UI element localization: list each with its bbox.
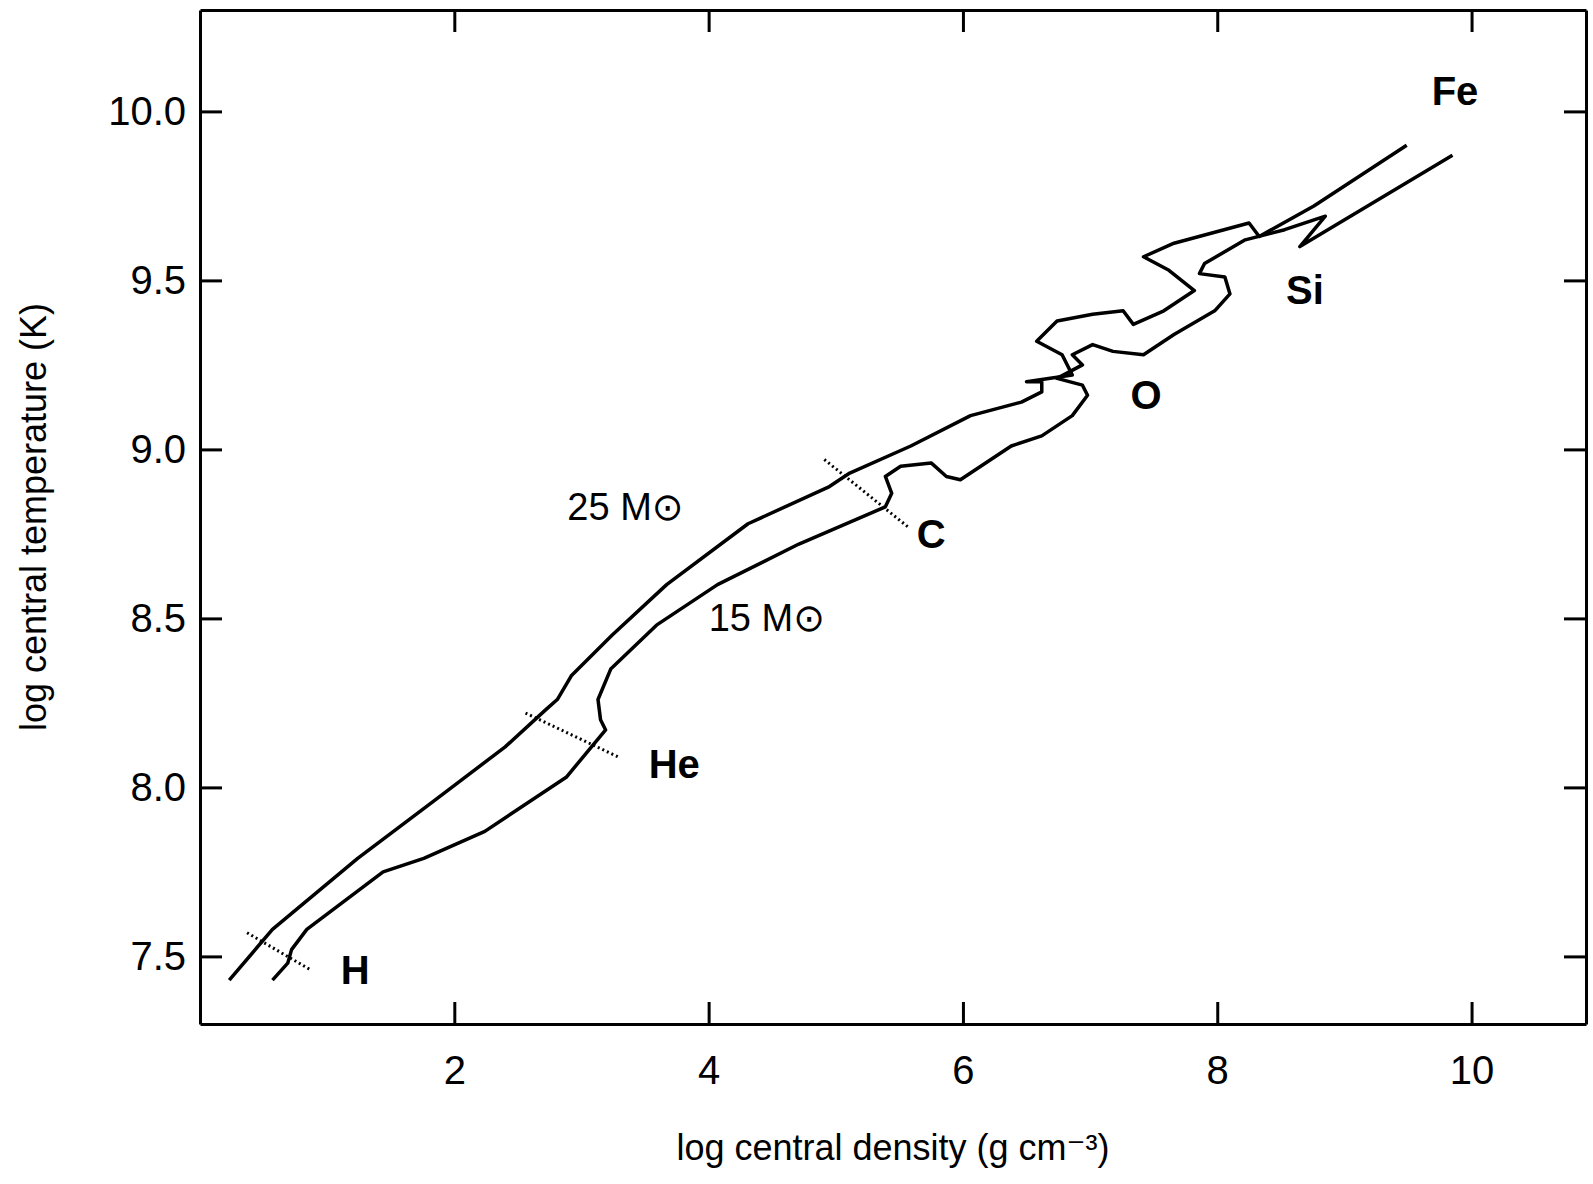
tick-mark [453, 10, 456, 32]
tick-label: 6 [952, 1048, 974, 1092]
axis-line [201, 9, 1587, 12]
tick [1564, 111, 1586, 112]
tick: 9.0 [130, 427, 222, 471]
tick: 8.0 [130, 765, 222, 809]
tick [1472, 10, 1473, 32]
track-line [229, 145, 1406, 980]
tick [1564, 956, 1586, 957]
burning-stage-label: H [341, 948, 370, 992]
labels: H He C O Si Fe 25 M⊙ 15 M⊙ [341, 69, 1479, 992]
tick-label: 9.5 [130, 258, 186, 302]
x-axis-top [201, 10, 1587, 32]
tick [1217, 10, 1218, 32]
tick-label: 10 [1450, 1048, 1495, 1092]
tick: 6 [952, 1002, 974, 1092]
series-label: 25 M⊙ [567, 486, 683, 528]
tick-mark [1564, 110, 1586, 113]
tick: 10 [1450, 1002, 1495, 1092]
burning-stage-label: C [917, 512, 946, 556]
tick-mark [200, 110, 222, 113]
tick [1564, 280, 1586, 281]
tick-mark [200, 448, 222, 451]
chart: 2 4 6 8 10 7.5 8.0 8.5 9.0 9.5 10.0 log central den… [0, 0, 1593, 1184]
y-axis: 7.5 8.0 8.5 9.0 9.5 10.0 [108, 11, 222, 1025]
ignition-marker [526, 713, 619, 757]
burning-stage-label: Si [1286, 268, 1324, 312]
tick-mark [1564, 448, 1586, 451]
tick: 2 [444, 1002, 466, 1092]
tick-mark [1564, 617, 1586, 620]
axis-line [199, 11, 202, 1025]
tick: 8.5 [130, 596, 222, 640]
tick-label: 9.0 [130, 427, 186, 471]
tick [1564, 449, 1586, 450]
plot-area [229, 145, 1452, 980]
tick-mark [708, 1002, 711, 1024]
tick-mark [200, 955, 222, 958]
burning-stage-label: He [649, 742, 700, 786]
tick [454, 10, 455, 32]
tick [963, 10, 964, 32]
tick-mark [962, 10, 965, 32]
tick [709, 10, 710, 32]
tick [1564, 787, 1586, 788]
tick-mark [200, 786, 222, 789]
tick: 10.0 [108, 89, 222, 133]
tick-mark [453, 1002, 456, 1024]
tick: 9.5 [130, 258, 222, 302]
tick-mark [1564, 279, 1586, 282]
burning-stage-label: Fe [1432, 69, 1479, 113]
tick-mark [708, 10, 711, 32]
tick-label: 8 [1207, 1048, 1229, 1092]
tick-label: 7.5 [130, 934, 186, 978]
ignition-marker [824, 460, 908, 528]
tick [1564, 618, 1586, 619]
ignition-marker [247, 933, 311, 970]
tick-mark [962, 1002, 965, 1024]
tick-mark [200, 617, 222, 620]
x-axis-title: log central density (g cm⁻³) [676, 1127, 1109, 1168]
tick-label: 2 [444, 1048, 466, 1092]
tick: 7.5 [130, 934, 222, 978]
tick-mark [200, 279, 222, 282]
tick-label: 4 [698, 1048, 720, 1092]
tick-label: 8.5 [130, 596, 186, 640]
tick-label: 8.0 [130, 765, 186, 809]
tick-mark [1471, 1002, 1474, 1024]
tick-mark [1216, 1002, 1219, 1024]
axis-line [201, 1023, 1587, 1026]
axis-line [1585, 11, 1588, 1025]
track-line [272, 155, 1452, 980]
tick-label: 10.0 [108, 89, 186, 133]
y-axis-right [1564, 11, 1587, 1025]
tick: 8 [1207, 1002, 1229, 1092]
burning-stage-label: O [1130, 373, 1161, 417]
tick-mark [1564, 786, 1586, 789]
tick-mark [1216, 10, 1219, 32]
tick-mark [1471, 10, 1474, 32]
y-axis-title: log central temperature (K) [13, 303, 54, 731]
x-axis: 2 4 6 8 10 [201, 1002, 1587, 1092]
tick-mark [1564, 955, 1586, 958]
tick: 4 [698, 1002, 720, 1092]
series-label: 15 M⊙ [709, 597, 825, 639]
